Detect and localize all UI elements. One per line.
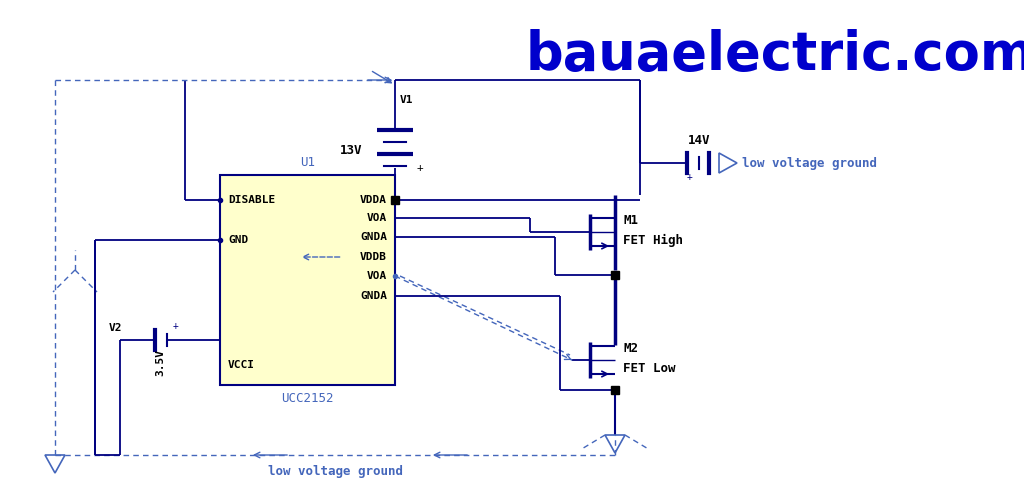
Text: 13V: 13V — [340, 143, 362, 156]
Text: U1: U1 — [300, 156, 315, 170]
Text: UCC2152: UCC2152 — [282, 392, 334, 406]
Text: +: + — [687, 172, 693, 182]
Text: V1: V1 — [400, 95, 414, 105]
Text: VDDB: VDDB — [360, 252, 387, 262]
Text: GNDA: GNDA — [360, 291, 387, 301]
Text: V2: V2 — [109, 323, 122, 333]
Text: DISABLE: DISABLE — [228, 195, 275, 205]
Text: +: + — [417, 163, 424, 173]
Text: low voltage ground: low voltage ground — [267, 464, 402, 478]
Text: GNDA: GNDA — [360, 232, 387, 242]
Text: VOA: VOA — [367, 271, 387, 281]
Text: FET Low: FET Low — [623, 361, 676, 375]
Text: VCCI: VCCI — [228, 360, 255, 370]
Text: 3.5V: 3.5V — [155, 349, 165, 376]
Bar — [220, 175, 395, 385]
Text: +: + — [173, 321, 179, 331]
Text: low voltage ground: low voltage ground — [742, 156, 877, 170]
Text: M2: M2 — [623, 342, 638, 354]
Text: GND: GND — [228, 235, 248, 245]
Text: VOA: VOA — [367, 213, 387, 223]
Text: M1: M1 — [623, 213, 638, 226]
Text: VDDA: VDDA — [360, 195, 387, 205]
Text: bauaelectric.com: bauaelectric.com — [525, 29, 1024, 81]
Text: FET High: FET High — [623, 234, 683, 246]
Text: 14V: 14V — [688, 135, 711, 147]
